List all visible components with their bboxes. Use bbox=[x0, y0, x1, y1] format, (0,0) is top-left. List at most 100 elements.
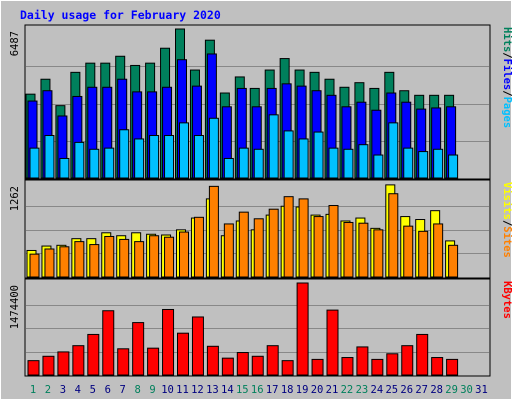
bar-sites-day-3 bbox=[59, 246, 70, 278]
legend-separator: / bbox=[501, 90, 512, 96]
day-label-27: 27 bbox=[415, 384, 428, 396]
bar-kbytes-day-6 bbox=[102, 310, 115, 376]
bar-pages-day-15 bbox=[238, 147, 249, 179]
bar-pages-day-6 bbox=[104, 147, 115, 179]
day-label-7: 7 bbox=[120, 384, 126, 396]
legend-files: Files bbox=[501, 59, 512, 91]
bar-kbytes-day-11 bbox=[177, 332, 189, 376]
day-label-8: 8 bbox=[134, 384, 140, 396]
bar-sites-day-23 bbox=[358, 222, 369, 278]
bar-pages-day-24 bbox=[373, 154, 384, 179]
bar-pages-day-21 bbox=[328, 147, 339, 179]
bar-kbytes-day-18 bbox=[281, 360, 294, 376]
bar-kbytes-day-1 bbox=[27, 360, 40, 376]
bar-sites-day-5 bbox=[89, 244, 100, 278]
hits-files-pages-max-label: 6487 bbox=[9, 31, 21, 56]
bar-pages-day-28 bbox=[433, 148, 444, 179]
bar-pages-day-8 bbox=[134, 138, 145, 179]
bar-kbytes-day-23 bbox=[356, 346, 369, 376]
bar-sites-day-16 bbox=[253, 218, 264, 278]
bar-sites-day-25 bbox=[388, 193, 399, 278]
bar-pages-day-26 bbox=[403, 147, 414, 179]
chart-title: Daily usage for February 2020 bbox=[20, 8, 221, 22]
legend-separator: / bbox=[501, 52, 512, 58]
bar-sites-day-14 bbox=[223, 223, 234, 278]
bar-pages-day-16 bbox=[253, 148, 264, 179]
day-label-3: 3 bbox=[60, 384, 66, 396]
visits-sites-panel: 1262 Visits/Sites bbox=[9, 179, 512, 279]
bar-sites-day-12 bbox=[193, 216, 204, 278]
bar-sites-day-22 bbox=[343, 221, 354, 278]
bar-pages-day-11 bbox=[179, 122, 189, 179]
day-label-13: 13 bbox=[206, 384, 219, 396]
bar-sites-day-28 bbox=[433, 223, 444, 278]
day-label-19: 19 bbox=[296, 384, 309, 396]
bar-kbytes-day-22 bbox=[341, 357, 354, 376]
bar-pages-day-13 bbox=[208, 117, 219, 179]
bar-kbytes-day-13 bbox=[206, 345, 219, 376]
bar-pages-day-22 bbox=[343, 148, 354, 179]
day-label-20: 20 bbox=[311, 384, 324, 396]
legend-separator: / bbox=[501, 220, 512, 226]
bar-pages-day-23 bbox=[358, 144, 369, 179]
bar-kbytes-day-27 bbox=[416, 333, 429, 376]
bar-kbytes-day-17 bbox=[266, 345, 279, 376]
bar-pages-day-14 bbox=[223, 157, 234, 179]
bar-kbytes-day-16 bbox=[251, 355, 264, 376]
day-label-17: 17 bbox=[266, 384, 279, 396]
bar-kbytes-day-8 bbox=[132, 322, 145, 376]
bar-sites-day-20 bbox=[313, 216, 324, 278]
bar-sites-day-24 bbox=[373, 229, 384, 278]
bar-sites-day-6 bbox=[104, 235, 115, 278]
visits-sites-plot-frame bbox=[24, 179, 491, 279]
bar-pages-day-2 bbox=[44, 135, 55, 179]
bar-kbytes-day-28 bbox=[431, 357, 444, 376]
kbytes-plot-frame bbox=[24, 278, 491, 377]
bar-sites-day-13 bbox=[208, 185, 219, 278]
bar-pages-day-3 bbox=[59, 157, 70, 179]
visits-sites-max-label: 1262 bbox=[9, 186, 21, 211]
day-label-14: 14 bbox=[221, 384, 234, 396]
bar-pages-day-27 bbox=[418, 151, 429, 179]
bar-kbytes-day-26 bbox=[401, 345, 414, 376]
bar-kbytes-day-25 bbox=[386, 353, 399, 376]
day-label-1: 1 bbox=[30, 384, 36, 396]
kbytes-panel: 1474400 KBytes bbox=[9, 278, 512, 377]
hits-files-pages-panel: 6487 Hits/Files/Pages bbox=[9, 24, 512, 180]
day-label-16: 16 bbox=[251, 384, 264, 396]
bar-pages-day-18 bbox=[283, 130, 294, 179]
bar-sites-day-21 bbox=[328, 205, 339, 278]
bar-pages-day-9 bbox=[149, 135, 160, 179]
day-label-22: 22 bbox=[341, 384, 354, 396]
bar-sites-day-11 bbox=[179, 231, 189, 278]
bar-sites-day-15 bbox=[238, 211, 249, 278]
bar-pages-day-20 bbox=[313, 131, 324, 179]
bar-pages-day-4 bbox=[74, 141, 85, 179]
bar-kbytes-day-5 bbox=[87, 333, 100, 376]
day-label-9: 9 bbox=[149, 384, 155, 396]
legend-kbytes: KBytes bbox=[501, 281, 512, 319]
bar-kbytes-day-12 bbox=[191, 316, 204, 376]
bar-kbytes-day-9 bbox=[147, 347, 160, 376]
bar-kbytes-day-20 bbox=[311, 358, 324, 376]
day-label-15: 15 bbox=[236, 384, 249, 396]
day-label-11: 11 bbox=[176, 384, 189, 396]
bar-sites-day-4 bbox=[74, 241, 85, 278]
bar-sites-day-26 bbox=[403, 225, 414, 278]
hits-files-pages-legend: Hits/Files/Pages bbox=[501, 27, 512, 128]
day-label-12: 12 bbox=[191, 384, 204, 396]
bar-kbytes-day-3 bbox=[57, 351, 70, 376]
kbytes-max-label: 1474400 bbox=[9, 285, 21, 329]
bar-kbytes-day-14 bbox=[221, 357, 234, 376]
day-label-5: 5 bbox=[90, 384, 96, 396]
day-label-26: 26 bbox=[400, 384, 413, 396]
bar-pages-day-12 bbox=[193, 135, 204, 179]
bar-kbytes-day-15 bbox=[236, 352, 249, 376]
day-label-24: 24 bbox=[371, 384, 384, 396]
hits-files-pages-plot-frame bbox=[24, 24, 491, 180]
day-label-4: 4 bbox=[75, 384, 81, 396]
bar-kbytes-day-29 bbox=[446, 358, 459, 376]
bar-pages-day-7 bbox=[119, 129, 130, 179]
bar-kbytes-day-2 bbox=[42, 355, 55, 376]
